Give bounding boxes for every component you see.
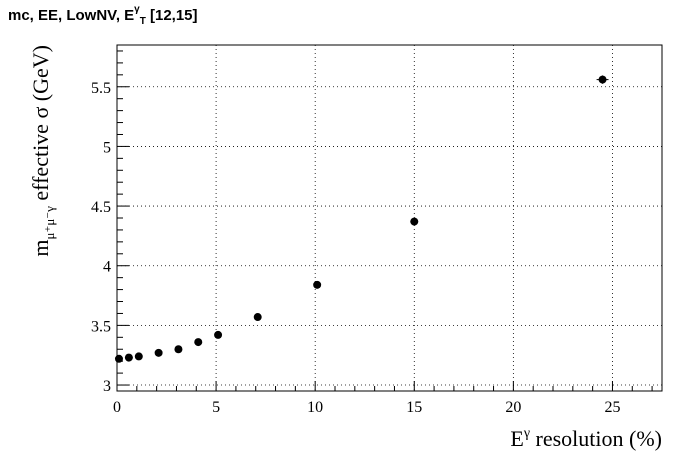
y-axis-label: mμ⁺μ⁻γ effective σ (GeV) [28, 45, 57, 257]
y-tick-label: 4 [103, 259, 111, 276]
data-point [134, 352, 143, 361]
data-point [598, 75, 607, 84]
data-points [114, 75, 609, 363]
axis-ticks: 0 5 10 15 20 25 3 3.5 4 4.5 5 5.5 [91, 50, 653, 416]
data-point [194, 338, 203, 347]
y-tick-label: 4.5 [91, 199, 111, 216]
y-tick-label: 5.5 [91, 80, 111, 97]
data-point [154, 348, 163, 357]
x-tick-label: 5 [212, 399, 220, 416]
x-axis-label: Eγ resolution (%) [510, 426, 662, 451]
data-point [253, 313, 262, 322]
x-tick-label: 10 [307, 399, 323, 416]
data-point [214, 330, 223, 339]
x-tick-label: 25 [604, 399, 620, 416]
data-point [410, 217, 419, 226]
x-tick-label: 15 [406, 399, 422, 416]
data-point [313, 280, 322, 289]
data-point [124, 353, 133, 362]
y-tick-label: 3 [103, 378, 111, 395]
x-tick-label: 0 [113, 399, 121, 416]
chart-title: mc, EE, LowNV, EγT [12,15] [8, 4, 198, 27]
x-tick-label: 20 [505, 399, 521, 416]
data-point [114, 354, 123, 363]
y-tick-label: 5 [103, 139, 111, 156]
data-point [174, 345, 183, 354]
y-tick-label: 3.5 [91, 318, 111, 335]
